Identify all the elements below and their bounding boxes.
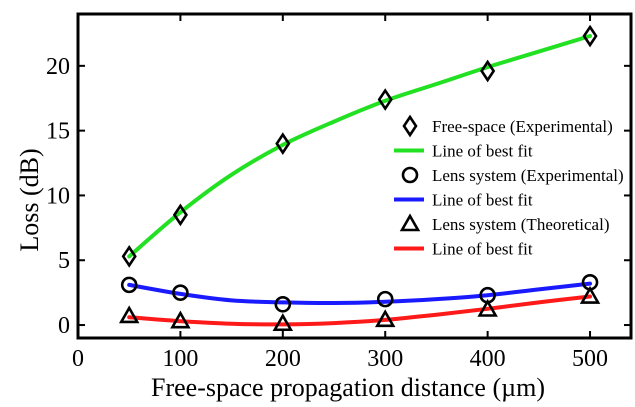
series-0-point	[275, 132, 291, 155]
series-4-point	[579, 285, 601, 304]
chart-marks	[118, 24, 601, 332]
series-line-3	[127, 281, 592, 306]
legend-label-5: Line of best fit	[432, 240, 533, 259]
series-4-point	[477, 298, 498, 317]
x-tick-label: 300	[367, 346, 403, 372]
legend-marker-2	[401, 166, 419, 184]
legend-label-2: Lens system (Experimental)	[432, 166, 624, 185]
y-tick-label: 20	[46, 54, 70, 80]
legend-label-4: Lens system (Theoretical)	[432, 215, 610, 234]
series-2-point	[172, 284, 189, 301]
plot-frame	[76, 12, 633, 340]
series-2-point	[274, 296, 292, 313]
legend-label-1: Line of best fit	[432, 142, 533, 161]
axes: 0 100 200 300 400 500 0 5 10 15 20	[46, 14, 631, 372]
series-0-point	[582, 24, 598, 48]
series-4-point	[170, 310, 191, 329]
series-0-point	[480, 59, 496, 83]
y-tick-label: 10	[46, 183, 70, 209]
plot-area	[76, 12, 633, 340]
series-0-point	[377, 88, 393, 111]
series-2-point	[376, 290, 394, 308]
legend-marker-4	[399, 213, 421, 232]
series-line-1	[127, 34, 592, 259]
y-axis-label: Loss (dB)	[15, 148, 44, 251]
series-4-point	[118, 305, 140, 324]
x-tick-label: 400	[470, 346, 506, 372]
legend-marker-0	[402, 114, 418, 138]
series-0-point	[172, 203, 188, 227]
x-tick-label: 500	[572, 346, 608, 372]
series-4-point	[272, 313, 294, 332]
x-tick-label: 200	[265, 346, 301, 372]
series-2-point	[120, 276, 138, 294]
y-tick-label: 5	[58, 248, 70, 274]
legend-label-3: Line of best fit	[432, 191, 533, 210]
series-4-point	[374, 309, 396, 328]
x-tick-label: 100	[162, 346, 198, 372]
x-axis-label: Free-space propagation distance (µm)	[151, 373, 545, 402]
y-tick-label: 0	[58, 313, 70, 339]
legend-label-0: Free-space (Experimental)	[432, 117, 613, 136]
series-line-5	[127, 294, 592, 327]
y-tick-label: 15	[46, 119, 70, 145]
legend: Free-space (Experimental) Line of best fi…	[394, 114, 624, 259]
x-tick-label: 0	[72, 346, 84, 372]
series-0-point	[121, 245, 137, 268]
